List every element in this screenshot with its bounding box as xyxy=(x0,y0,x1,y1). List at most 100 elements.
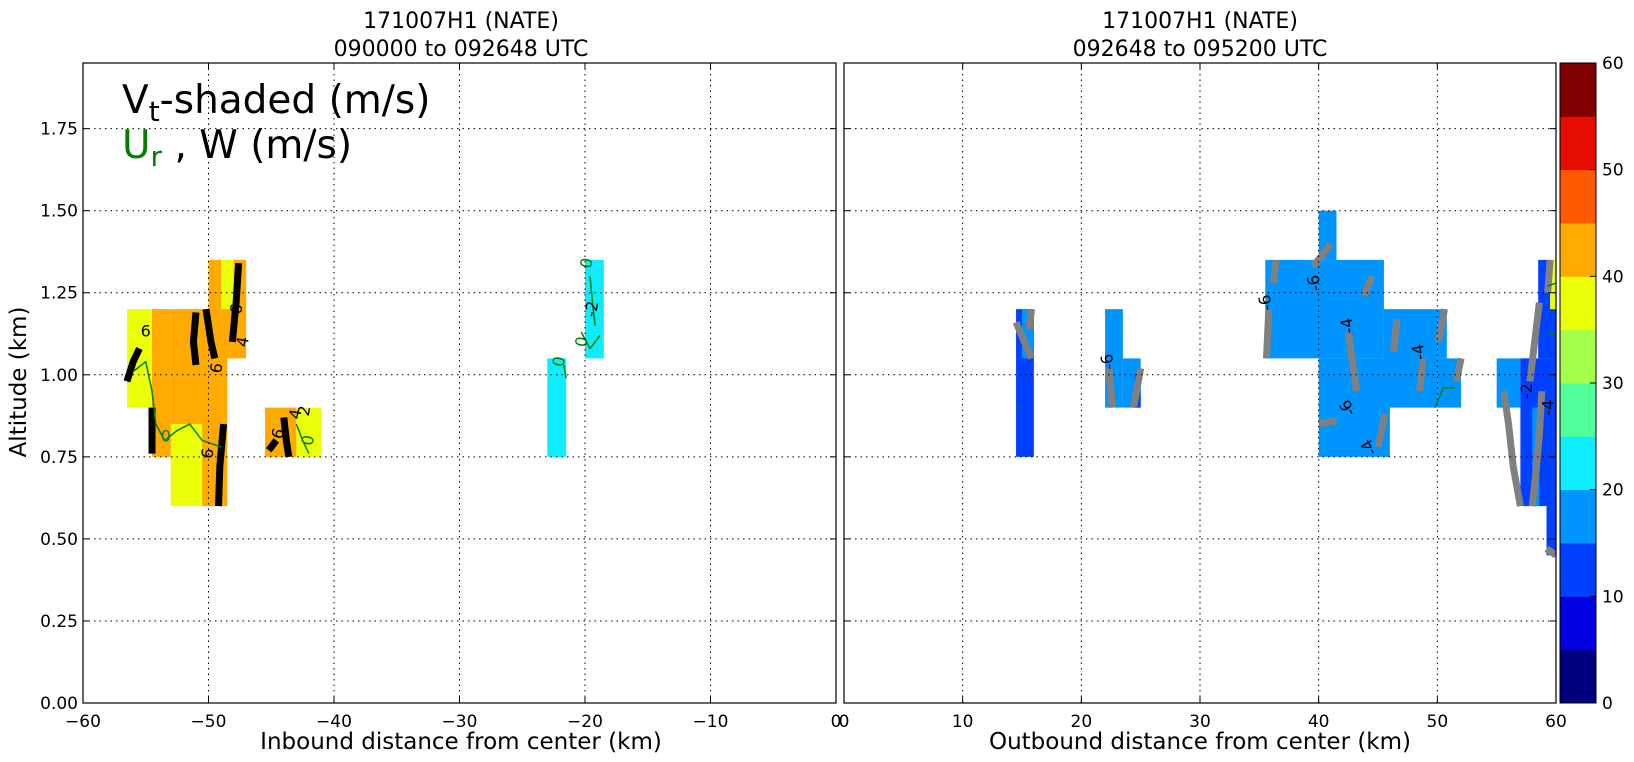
right-x-tick-label: 60 xyxy=(1545,712,1567,732)
vt-shaded-cell xyxy=(1022,309,1034,359)
w-contour-line xyxy=(1374,413,1389,448)
left-title-line1: 171007H1 (NATE) xyxy=(363,9,559,34)
contour-label: 6 xyxy=(226,302,246,315)
ur-contour-line xyxy=(1547,331,1556,337)
colorbar-tick-label: 20 xyxy=(1602,481,1624,501)
w-contour-line xyxy=(1270,259,1280,284)
ur-contour-line xyxy=(295,423,310,454)
w-contour-line xyxy=(202,308,219,360)
contour-label: 6 xyxy=(206,361,226,374)
y-tick-label: 1.75 xyxy=(40,120,78,140)
vt-shaded-cell xyxy=(585,259,604,359)
contour-label: -2 xyxy=(1517,383,1536,399)
left-x-tick-label: −60 xyxy=(65,712,101,732)
colorbar-segment xyxy=(1560,543,1596,597)
colorbar-tick-label: 40 xyxy=(1602,267,1624,287)
w-contour-line xyxy=(1318,417,1338,428)
colorbar-tick-label: 60 xyxy=(1602,54,1624,74)
contour-label: 2 xyxy=(294,404,314,417)
colorbar-segment xyxy=(1560,383,1596,437)
right-plot-area: -6-6-6-4-6-4-4-2-4 xyxy=(1012,210,1557,559)
left-x-tick-label: 0 xyxy=(831,712,842,732)
w-contour-line xyxy=(1500,390,1524,507)
w-contour-line xyxy=(1389,318,1401,353)
annotation-vt-shaded: Vt-shaded (m/s) xyxy=(122,78,430,128)
contour-label: 6 xyxy=(141,322,151,341)
colorbar-segment xyxy=(1560,596,1596,651)
w-contour-line xyxy=(215,423,228,507)
contour-label: -4 xyxy=(1337,316,1358,335)
w-contour-line xyxy=(1544,545,1556,559)
w-contour-line xyxy=(189,312,200,366)
left-x-tick-label: −30 xyxy=(442,712,478,732)
contour-label: 0 xyxy=(161,427,171,446)
right-x-tick-label: 50 xyxy=(1427,712,1449,732)
vt-shaded-cell xyxy=(152,309,171,457)
colorbar-segment xyxy=(1560,329,1596,384)
contour-label: -6 xyxy=(1255,293,1276,312)
w-contour-line xyxy=(123,347,143,383)
right-title-line1: 171007H1 (NATE) xyxy=(1102,9,1298,34)
w-contour-line xyxy=(1344,331,1361,392)
left-title-line2: 090000 to 092648 UTC xyxy=(334,37,589,62)
ur-contour-line xyxy=(132,360,222,448)
colorbar-segment xyxy=(1560,489,1596,544)
w-contour-line xyxy=(1310,241,1334,269)
w-contour-line xyxy=(1360,274,1376,298)
colorbar-tick-label: 10 xyxy=(1602,587,1624,607)
w-contour-line xyxy=(1544,259,1554,293)
right-x-tick-label: 30 xyxy=(1189,712,1211,732)
ur-contour-line xyxy=(1434,387,1456,408)
w-contour-line xyxy=(1105,367,1116,408)
y-tick-label: 0.00 xyxy=(40,694,78,714)
colorbar-tick-label: 30 xyxy=(1602,374,1624,394)
ur-contour-line xyxy=(562,364,567,379)
vt-shaded-cell xyxy=(1546,506,1556,556)
ur-contour-line xyxy=(589,276,596,326)
contour-label: -6 xyxy=(1303,274,1324,293)
y-tick-label: 0.50 xyxy=(40,530,78,550)
right-x-axis-label: Outbound distance from center (km) xyxy=(989,729,1411,755)
contour-label: -4 xyxy=(1538,400,1557,416)
colorbar-segment xyxy=(1560,169,1596,224)
w-contour-line xyxy=(1452,357,1465,383)
w-contour-line xyxy=(1528,391,1546,507)
colorbar-segment xyxy=(1560,63,1596,117)
contour-label: 0 xyxy=(549,355,569,368)
right-x-tick-label: 20 xyxy=(1071,712,1093,732)
colorbar-tick-label: 0 xyxy=(1602,694,1613,714)
right-title-line2: 092648 to 095200 UTC xyxy=(1073,37,1328,62)
ur-contour-line xyxy=(580,331,601,350)
contour-label: 0 xyxy=(298,434,318,447)
colorbar: 0 10 20 30 40 50 60 xyxy=(1559,54,1624,714)
y-tick-label: 0.75 xyxy=(40,448,78,468)
colorbar-segment xyxy=(1560,436,1596,491)
vt-shaded-cell xyxy=(1318,210,1337,260)
left-x-tick-label: −50 xyxy=(191,712,227,732)
left-x-axis-label: Inbound distance from center (km) xyxy=(260,729,662,755)
w-contour-line xyxy=(1130,367,1145,409)
left-x-tick-label: −10 xyxy=(693,712,729,732)
colorbar-segment xyxy=(1560,649,1596,704)
w-contour-line xyxy=(280,417,293,458)
y-axis-label: Altitude (km) xyxy=(6,307,32,458)
right-x-tick-label: 40 xyxy=(1308,712,1330,732)
contour-label: 6 xyxy=(197,447,217,460)
w-contour-line xyxy=(1435,308,1448,343)
ur-contour-line xyxy=(1547,282,1556,287)
y-tick-label: 1.50 xyxy=(40,202,78,222)
w-contour-line xyxy=(1262,308,1273,359)
left-x-tick-label: −20 xyxy=(567,712,603,732)
contour-label: -2 xyxy=(581,299,602,318)
vt-shaded-cell xyxy=(296,407,322,457)
w-contour-line xyxy=(1012,320,1035,360)
contour-label: 4 xyxy=(232,335,252,348)
contour-label: 0 xyxy=(576,256,596,269)
y-tick-label: 1.00 xyxy=(40,366,78,386)
contour-label: 4 xyxy=(285,407,305,420)
right-panel: -6-6-6-4-6-4-4-2-40 10 20 30 40 50 60 xyxy=(839,62,1567,732)
w-contour-line xyxy=(265,438,280,453)
